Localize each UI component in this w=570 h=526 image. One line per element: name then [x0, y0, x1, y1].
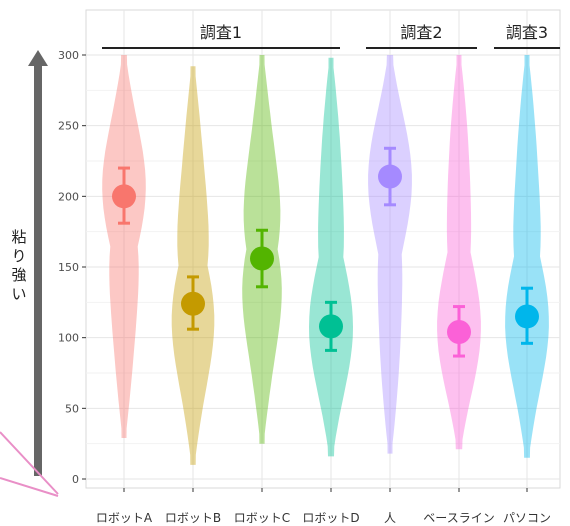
group-label: 調査3	[506, 23, 548, 42]
y-tick-label: 0	[72, 473, 79, 486]
group-label: 調査1	[200, 23, 242, 42]
x-tick-label: パソコン	[503, 511, 551, 525]
y-axis-label: 粘り強い	[11, 228, 26, 303]
x-axis-ticks: ロボットA ロボットB ロボットC ロボットD 人 ベースライン パソコン	[96, 488, 551, 525]
mean-point-パソコン	[515, 304, 539, 329]
y-tick-label: 300	[58, 49, 79, 62]
violin-ロボットA	[102, 55, 146, 438]
mean-point-ロボットB	[181, 291, 205, 316]
y-axis-arrow	[28, 50, 48, 476]
x-tick-label: ロボットD	[302, 511, 359, 525]
violin-ロボットB	[171, 66, 215, 465]
violins	[102, 55, 549, 465]
violin-ロボットD	[309, 57, 353, 457]
y-tick-label: 200	[58, 190, 79, 203]
mean-point-ベースライン	[447, 320, 471, 345]
violin-人	[368, 55, 412, 454]
x-tick-label: ロボットA	[96, 511, 153, 525]
mean-point-人	[378, 164, 402, 189]
pointer-arrow	[0, 431, 59, 497]
y-tick-label: 250	[58, 120, 79, 133]
mean-point-ロボットC	[250, 246, 274, 271]
x-tick-label: ロボットC	[234, 511, 290, 525]
grid	[86, 10, 560, 488]
group-label: 調査2	[400, 23, 442, 42]
mean-point-ロボットD	[319, 314, 343, 339]
mean-point-ロボットA	[112, 184, 136, 209]
x-tick-label: 人	[384, 511, 396, 525]
y-tick-label: 100	[58, 332, 79, 345]
y-axis-ticks: 0 50 100 150 200 250 300	[58, 49, 86, 486]
violin-パソコン	[505, 55, 549, 458]
violin-ベースライン	[437, 55, 481, 450]
x-tick-label: ベースライン	[423, 511, 494, 525]
mean-points	[112, 164, 539, 345]
y-tick-label: 50	[65, 402, 79, 415]
group-headers: 調査1 調査2 調査3	[102, 23, 560, 49]
y-tick-label: 150	[58, 261, 79, 274]
x-tick-label: ロボットB	[165, 511, 221, 525]
